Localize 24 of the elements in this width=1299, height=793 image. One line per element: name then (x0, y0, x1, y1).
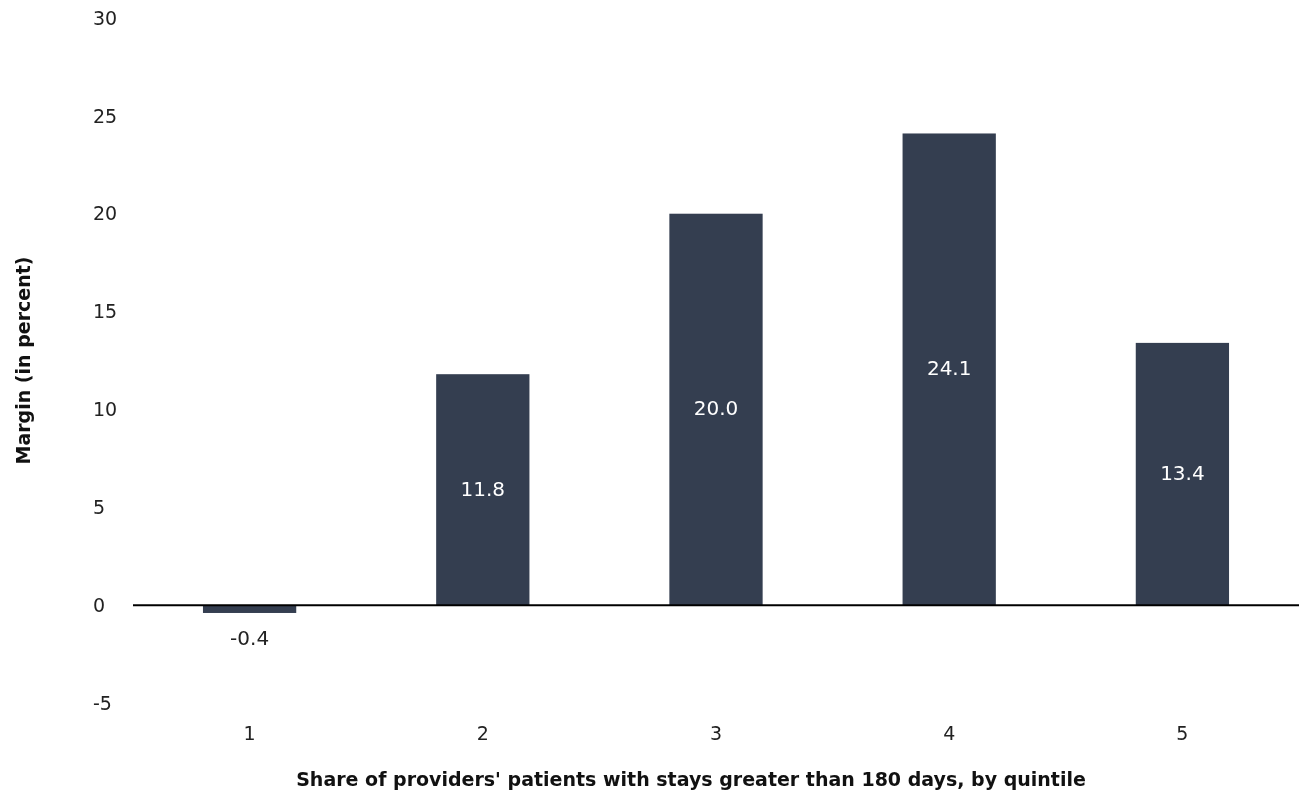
data-label: 13.4 (1160, 461, 1205, 486)
x-tick-label: 3 (709, 722, 723, 744)
x-tick-label: 1 (243, 722, 256, 744)
y-tick-label: 25 (93, 104, 118, 127)
data-label: 24.1 (926, 356, 972, 381)
x-tick-label: 2 (476, 722, 489, 744)
y-axis-title: Margin (in percent) (12, 256, 34, 465)
x-tick-label: 4 (943, 722, 956, 744)
y-tick-label: 0 (93, 593, 106, 616)
x-axis-title: Share of providers' patients with stays greater than 180 days, by quintile (296, 768, 1086, 790)
data-label: -0.4 (230, 625, 270, 650)
data-label: 11.8 (460, 476, 506, 501)
bar (1135, 342, 1230, 606)
y-tick-label: 10 (93, 398, 118, 421)
bar (902, 133, 996, 606)
y-tick-label: 30 (93, 6, 118, 29)
bar (669, 213, 763, 606)
y-tick-label: 20 (93, 202, 118, 225)
data-label: 20.0 (693, 396, 739, 421)
y-tick-label: 15 (93, 300, 118, 323)
x-tick-label: 5 (1176, 722, 1189, 744)
y-tick-label: -5 (93, 691, 112, 714)
bar (436, 374, 530, 606)
y-tick-label: 5 (93, 495, 106, 518)
